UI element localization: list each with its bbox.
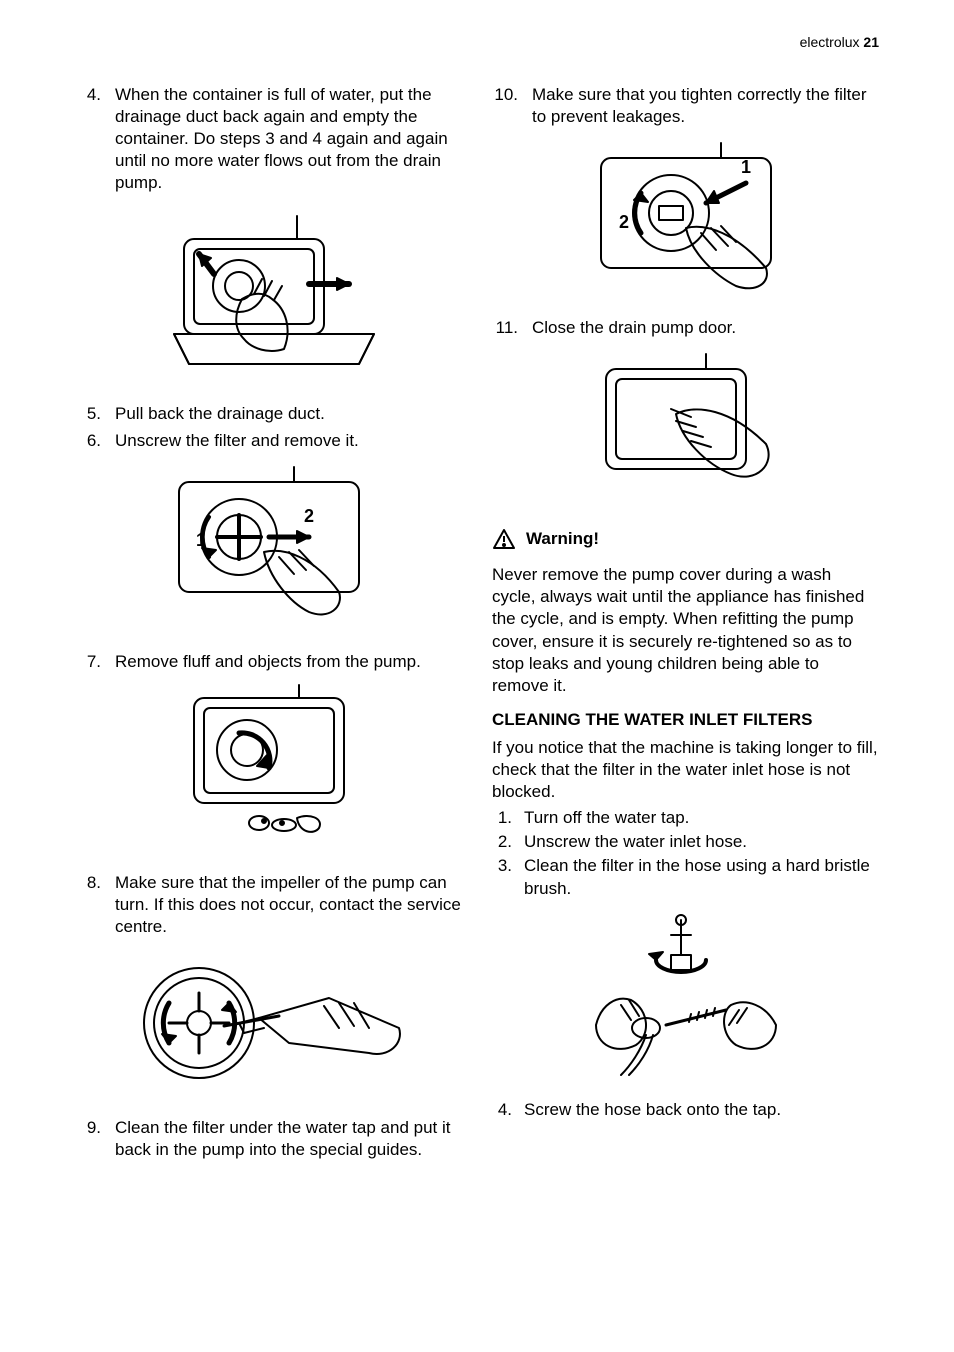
warning-icon [492,528,516,550]
step-8: 8. Make sure that the impeller of the pu… [75,872,462,938]
figure-close-door [492,349,879,514]
close-door-illustration [581,349,791,509]
step-number: 2. [492,831,524,853]
step-number: 4. [75,84,115,194]
fig-label-1: 1 [741,157,751,177]
inlet-step-4: 4. Screw the hose back onto the tap. [492,1099,879,1121]
impeller-illustration [129,948,409,1098]
step-text: Make sure that you tighten correctly the… [532,84,879,128]
inlet-hose-illustration [571,910,801,1080]
step-5: 5. Pull back the drainage duct. [75,403,462,425]
inlet-step-3: 3. Clean the filter in the hose using a … [492,855,879,899]
tighten-filter-illustration: 1 2 [571,138,801,298]
inlet-filters-heading: CLEANING THE WATER INLET FILTERS [492,709,879,731]
unscrew-filter-illustration: 1 2 [154,462,384,632]
step-10: 10. Make sure that you tighten correctly… [492,84,879,128]
drain-tray-illustration [144,204,394,384]
step-number: 7. [75,651,115,673]
figure-remove-fluff [75,683,462,858]
remove-fluff-illustration [169,683,369,853]
step-4: 4. When the container is full of water, … [75,84,462,194]
content-columns: 4. When the container is full of water, … [75,84,879,1165]
left-column: 4. When the container is full of water, … [75,84,462,1165]
step-text: Unscrew the filter and remove it. [115,430,462,452]
step-number: 11. [492,317,532,339]
fig-label-2: 2 [619,212,629,232]
inlet-step-1: 1. Turn off the water tap. [492,807,879,829]
page-header: electrolux 21 [800,34,879,50]
warning-heading: Warning! [492,528,879,550]
step-7: 7. Remove fluff and objects from the pum… [75,651,462,673]
inlet-step-2: 2. Unscrew the water inlet hose. [492,831,879,853]
brand-label: electrolux [800,34,860,50]
step-text: When the container is full of water, put… [115,84,462,194]
step-number: 10. [492,84,532,128]
step-number: 9. [75,1117,115,1161]
step-6: 6. Unscrew the filter and remove it. [75,430,462,452]
figure-inlet-hose [492,910,879,1085]
step-text: Make sure that the impeller of the pump … [115,872,462,938]
step-number: 8. [75,872,115,938]
step-text: Close the drain pump door. [532,317,879,339]
step-number: 3. [492,855,524,899]
warning-text: Never remove the pump cover during a was… [492,564,879,697]
fig-label-2: 2 [304,506,314,526]
figure-drain-tray [75,204,462,389]
figure-unscrew-filter: 1 2 [75,462,462,637]
inlet-intro: If you notice that the machine is taking… [492,737,879,803]
step-number: 1. [492,807,524,829]
step-text: Clean the filter in the hose using a har… [524,855,879,899]
warning-label: Warning! [526,529,599,549]
step-9: 9. Clean the filter under the water tap … [75,1117,462,1161]
step-text: Screw the hose back onto the tap. [524,1099,879,1121]
step-text: Pull back the drainage duct. [115,403,462,425]
step-text: Turn off the water tap. [524,807,879,829]
step-text: Remove fluff and objects from the pump. [115,651,462,673]
step-number: 5. [75,403,115,425]
step-11: 11. Close the drain pump door. [492,317,879,339]
step-text: Clean the filter under the water tap and… [115,1117,462,1161]
step-number: 6. [75,430,115,452]
right-column: 10. Make sure that you tighten correctly… [492,84,879,1165]
figure-tighten-filter: 1 2 [492,138,879,303]
fig-label-1: 1 [196,530,206,550]
page-number: 21 [863,34,879,50]
step-number: 4. [492,1099,524,1121]
step-text: Unscrew the water inlet hose. [524,831,879,853]
figure-impeller-check [75,948,462,1103]
